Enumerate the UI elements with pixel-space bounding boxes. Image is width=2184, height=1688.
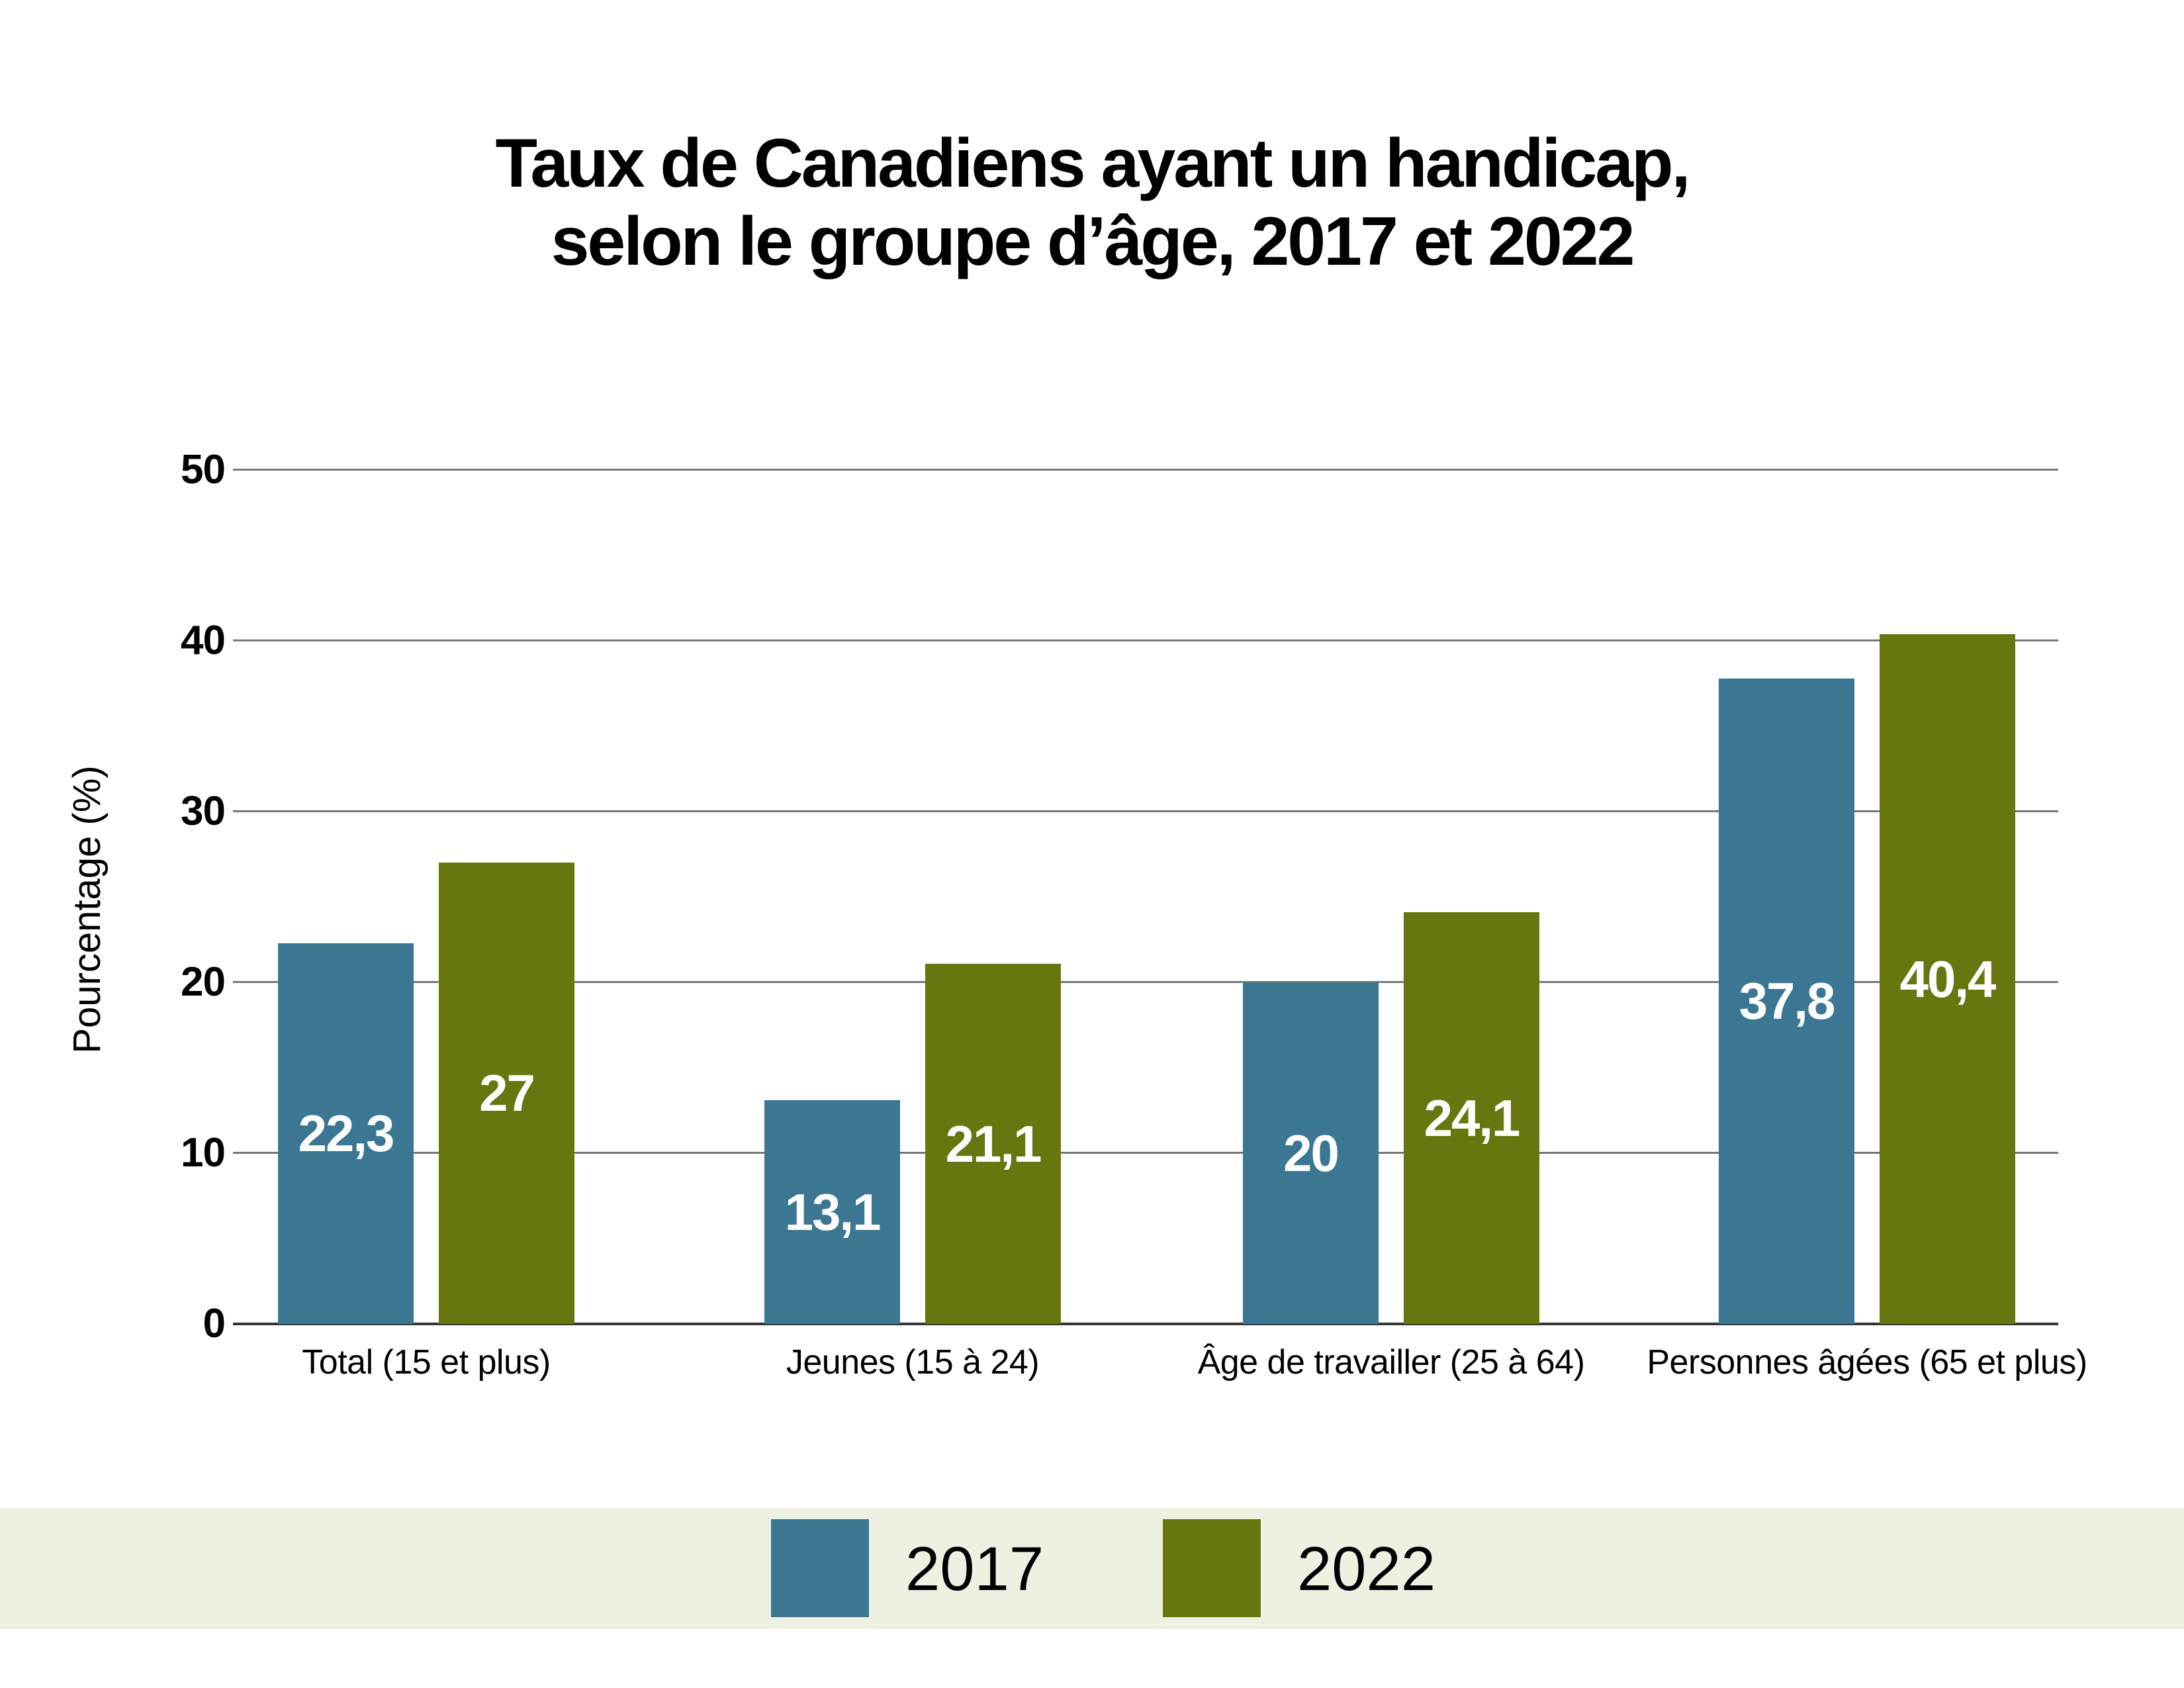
bar-value-label: 27 [479, 1064, 535, 1122]
bar-2017-2: 20 [1243, 982, 1379, 1324]
gridline-20 [233, 981, 2058, 983]
gridline-30 [233, 810, 2058, 812]
chart-title: Taux de Canadiens ayant un handicap, sel… [0, 124, 2184, 281]
x-axis-line [233, 1323, 2058, 1325]
x-label-aines: Personnes âgées (65 et plus) [1647, 1343, 2087, 1382]
legend-band [0, 1508, 2184, 1629]
x-label-travail: Âge de travailler (25 à 64) [1197, 1343, 1585, 1382]
gridline-10 [233, 1152, 2058, 1154]
y-tick-50: 50 [181, 447, 226, 492]
bar-value-label: 13,1 [784, 1182, 882, 1241]
bar-value-label: 20 [1283, 1123, 1340, 1182]
x-label-jeunes: Jeunes (15 à 24) [786, 1343, 1040, 1382]
bar-value-label: 40,4 [1899, 949, 1997, 1008]
bar-2022-1: 21,1 [925, 964, 1061, 1324]
y-tick-40: 40 [181, 618, 226, 663]
legend-swatch-2017 [771, 1519, 869, 1617]
bar-2017-3: 37,8 [1719, 679, 1854, 1324]
bar-value-label: 24,1 [1424, 1088, 1521, 1147]
y-axis-title: Pourcentage (%) [66, 765, 109, 1054]
y-tick-20: 20 [181, 959, 226, 1005]
bar-2017-1: 13,1 [764, 1100, 900, 1324]
x-label-total: Total (15 et plus) [302, 1343, 551, 1382]
bar-value-label: 22,3 [298, 1104, 395, 1162]
y-tick-0: 0 [203, 1301, 226, 1346]
legend-swatch-2022 [1163, 1519, 1261, 1617]
legend-label-2022: 2022 [1297, 1534, 1436, 1603]
bar-2022-3: 40,4 [1880, 634, 2015, 1324]
legend-label-2017: 2017 [905, 1534, 1044, 1603]
chart-title-line1: Taux de Canadiens ayant un handicap, [495, 125, 1691, 202]
bar-value-label: 21,1 [945, 1114, 1042, 1173]
gridline-40 [233, 639, 2058, 641]
chart-title-line2: selon le groupe d’âge, 2017 et 2022 [551, 203, 1635, 280]
bar-value-label: 37,8 [1739, 972, 1836, 1030]
gridline-50 [233, 469, 2058, 471]
bar-2022-2: 24,1 [1404, 912, 1539, 1324]
bar-2017-0: 22,3 [278, 943, 414, 1324]
y-tick-10: 10 [181, 1130, 226, 1176]
bar-2022-0: 27 [439, 863, 574, 1324]
y-tick-30: 30 [181, 788, 226, 834]
